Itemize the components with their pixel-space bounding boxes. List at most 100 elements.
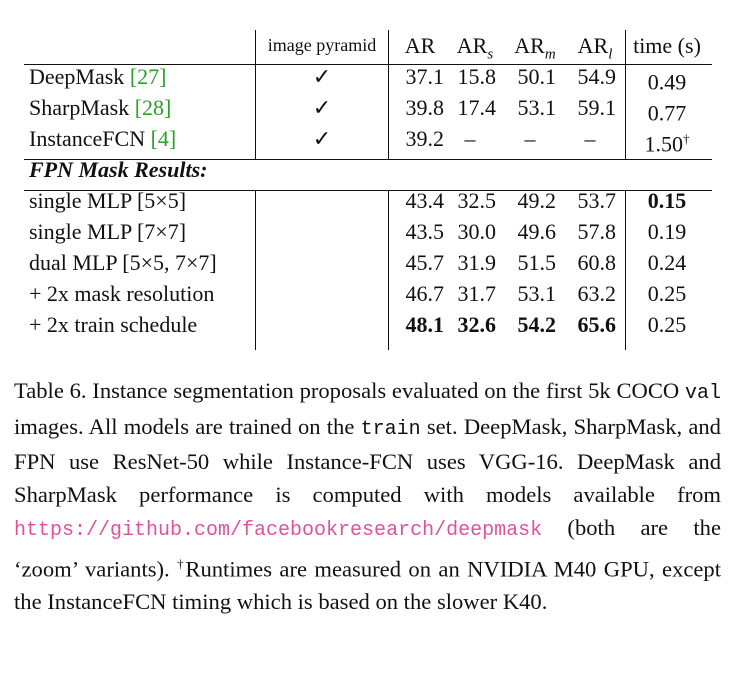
cell-time: 0.24 [647,250,687,275]
cell-ar: 45.7 [405,250,445,275]
method-name: SharpMask [28] [29,92,171,123]
citation-link[interactable]: [28] [134,95,172,120]
method-name: DeepMask [27] [29,61,166,92]
results-table: image pyramid AR ARs ARm ARl time (s) DeepMask… [24,30,712,350]
cell-arl: 65.6 [577,312,617,337]
method-label: DeepMask [29,64,125,89]
cell-ar: 48.1 [405,312,445,337]
table-row: single MLP [7×7] 43.5 30.0 49.6 57.8 0.19 [24,216,712,247]
cell-arl: 53.7 [577,188,617,213]
time-value: 0.77 [647,100,687,126]
header-image-pyramid: image pyramid [267,35,377,55]
header-rule [24,64,712,65]
caption-train: train [360,417,421,441]
citation-link[interactable]: [27] [129,64,167,89]
cell-time: 0.25 [647,312,687,337]
method-label: InstanceFCN [29,126,146,151]
cell-time: 0.15 [647,188,687,213]
caption-text-2: images. All models are trained on the [14,413,361,439]
method-name: + 2x mask resolution [29,281,215,306]
cell-ar: 37.1 [405,64,445,89]
table-row: InstanceFCN [4] ✓ 39.2– – –1.50† [24,123,712,156]
cell-arl: – [584,126,596,151]
caption-val: val [684,382,721,405]
checkmark-icon: ✓ [312,95,332,120]
time-value: 1.50 [644,131,684,157]
cell-ars: 17.4 [457,95,497,120]
cell-time: 0.49 [628,61,706,97]
cell-ars: 15.8 [457,64,497,89]
cell-ars: – [464,126,476,151]
time-value: 0.49 [647,69,687,95]
method-name: single MLP [5×5] [29,188,187,213]
header-ar: AR [404,33,436,58]
cell-arl: 54.9 [577,64,617,89]
cell-arl: 57.8 [577,219,617,244]
header-ar-m-sub: m [544,46,556,63]
col-divider-2 [388,30,389,159]
col-divider-3b [625,190,626,350]
cell-arm: 54.2 [517,312,557,337]
cell-arm: – [524,126,536,151]
cell-ars: 32.5 [457,188,497,213]
cell-time: 0.77 [628,92,706,128]
cell-ar: 43.4 [405,188,445,213]
cell-arm: 49.2 [517,188,557,213]
caption-text-1: Table 6. Instance segmentation proposals… [14,378,685,403]
method-label: SharpMask [29,95,130,120]
checkmark-icon: ✓ [312,126,332,151]
header-ar-l-sub: l [608,46,613,63]
cell-ar: 43.5 [405,219,445,244]
caption-dagger: † [177,555,186,571]
method-name: InstanceFCN [4] [29,123,176,154]
cell-time: 0.19 [647,219,687,244]
col-divider-3 [625,30,626,159]
cell-arm: 49.6 [517,219,557,244]
cell-time: 0.25 [647,281,687,306]
cell-ar: 39.2 [405,126,445,151]
caption-text-3: set. DeepMask, SharpMask, and FPN use Re… [14,413,721,508]
cell-arm: 50.1 [517,64,557,89]
cell-ars: 30.0 [457,219,497,244]
cell-arl: 63.2 [577,281,617,306]
section-title: FPN Mask Results: [29,157,208,182]
time-dagger: † [683,131,690,146]
section-rule [24,190,712,191]
table-row: SharpMask [28] ✓ 39.8 17.4 53.1 59.1 0.77 [24,92,712,125]
cell-arl: 59.1 [577,95,617,120]
table-row: DeepMask [27] ✓ 37.1 15.8 50.1 54.9 0.49 [24,61,712,94]
header-ar-l-base: AR [577,33,609,58]
header-time: time (s) [633,33,701,58]
header-ar-m: ARm [504,30,566,70]
citation-link[interactable]: [4] [150,126,177,151]
cell-arm: 53.1 [517,95,557,120]
cell-ars: 32.6 [457,312,497,337]
caption-text-4: (both are the ‘zoom’ variants). [14,514,721,582]
cell-ar: 46.7 [405,281,445,306]
header-row: image pyramid AR ARs ARm ARl time (s) [24,30,712,63]
cell-ars: 31.7 [457,281,497,306]
col-divider-2b [388,190,389,350]
col-divider-1b [255,190,256,350]
table-row: single MLP [5×5] 43.4 32.5 49.2 53.7 0.15 [24,185,712,216]
cell-arm: 51.5 [517,250,557,275]
method-name: + 2x train schedule [29,312,198,337]
cell-ars: 31.9 [457,250,497,275]
table-row: dual MLP [5×5, 7×7] 45.7 31.9 51.5 60.8 0.24 [24,247,712,278]
header-ar-s-base: AR [456,33,488,58]
cell-time: 1.50† [628,123,706,159]
cell-ar: 39.8 [405,95,445,120]
section-row: FPN Mask Results: [24,154,712,185]
header-ar-s-sub: s [487,46,494,63]
cell-arm: 53.1 [517,281,557,306]
caption-link-part1[interactable]: https://github. [14,518,195,542]
col-divider-1 [255,30,256,159]
header-ar-l: ARl [568,30,622,70]
method-name: dual MLP [5×5, 7×7] [29,250,217,275]
table-caption: Table 6. Instance segmentation proposals… [14,375,721,618]
caption-link-part2[interactable]: com/facebookresearch/deepmask [194,518,543,542]
table-row: + 2x mask resolution 46.7 31.7 53.1 63.2 0.25 [24,278,712,309]
baseline-rule [24,159,712,160]
table-row: + 2x train schedule 48.1 32.6 54.2 65.6 0.25 [24,309,712,340]
